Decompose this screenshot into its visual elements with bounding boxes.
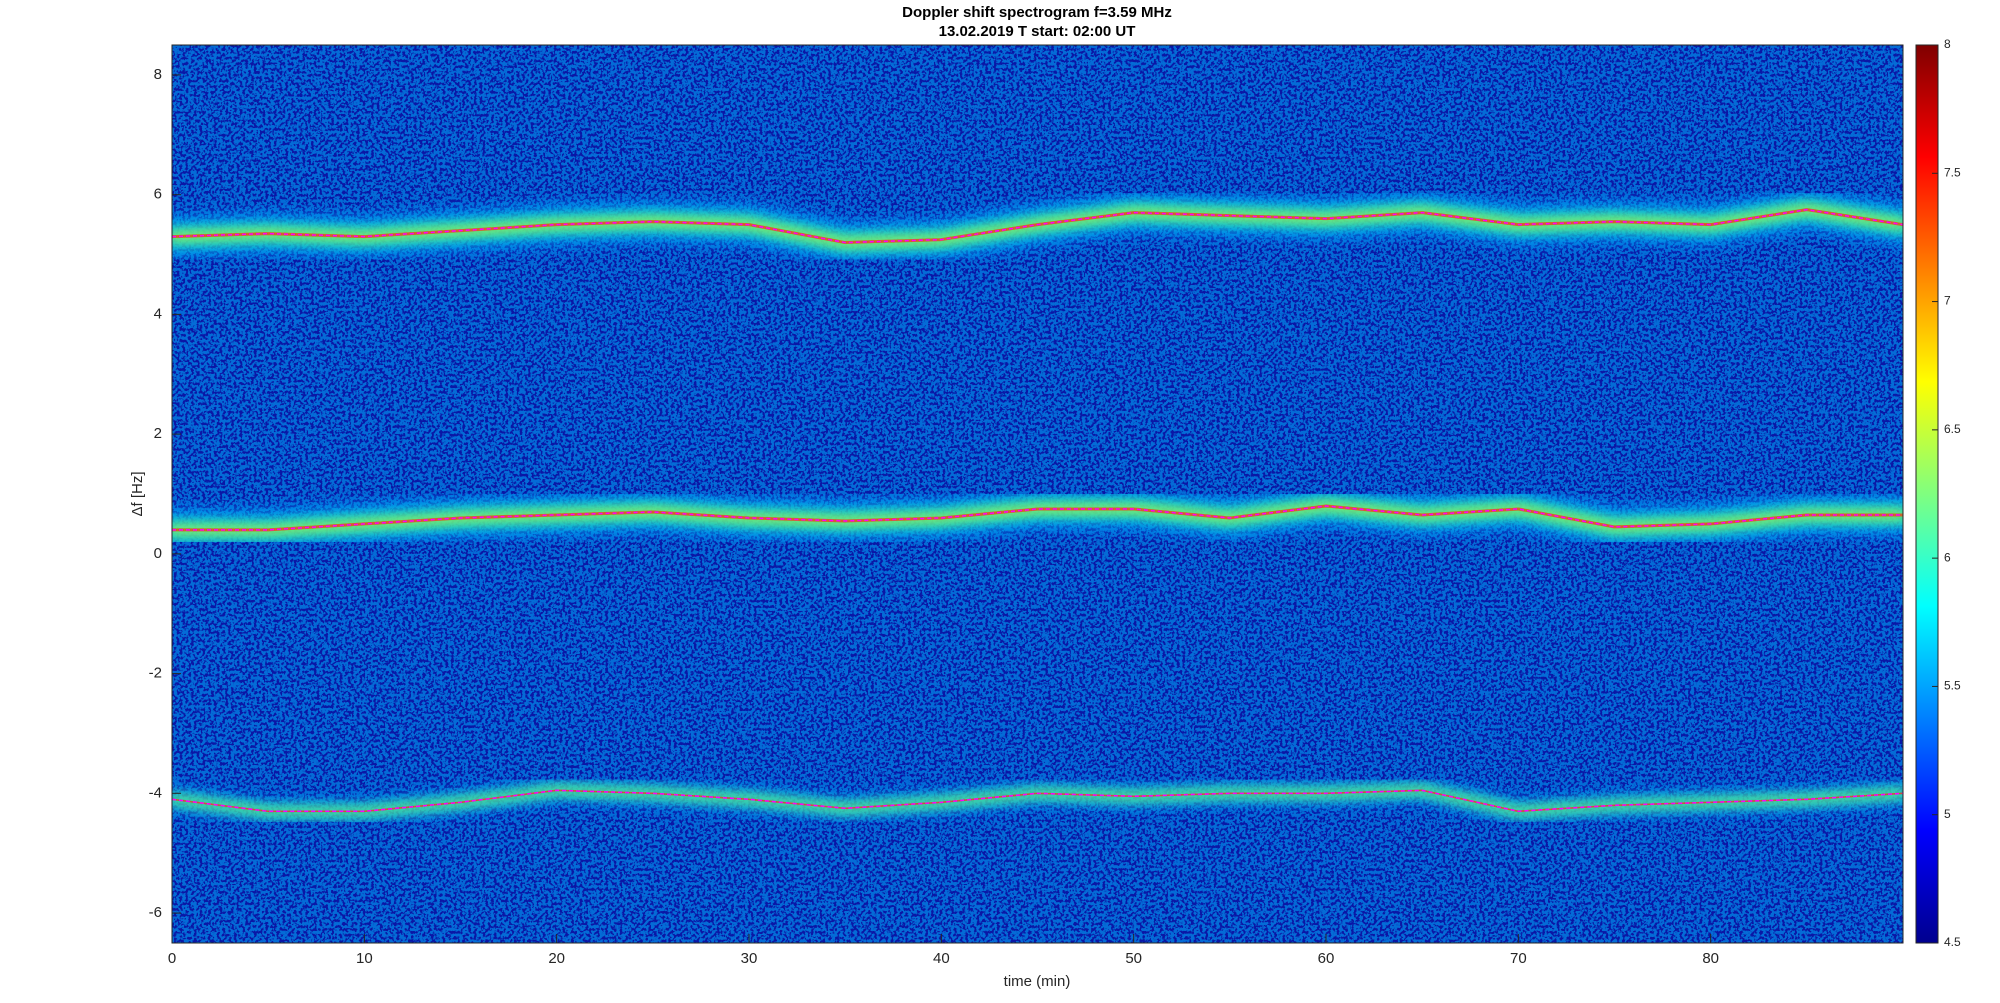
x-tick-label: 80 bbox=[1702, 950, 1719, 967]
colorbar-tick-label: 7 bbox=[1944, 294, 1951, 308]
x-tick-label: 60 bbox=[1318, 950, 1335, 967]
x-tick-label: 30 bbox=[741, 950, 758, 967]
y-tick-label: -6 bbox=[149, 904, 162, 921]
traces bbox=[172, 187, 1903, 824]
x-tick-label: 20 bbox=[548, 950, 565, 967]
x-tick-label: 10 bbox=[356, 950, 373, 967]
colorbar-tick-label: 6 bbox=[1944, 550, 1951, 564]
colorbar-tick-label: 4.5 bbox=[1944, 935, 1961, 949]
chart-title: Doppler shift spectrogram f=3.59 MHz bbox=[902, 4, 1172, 21]
colorbar-tick-label: 5 bbox=[1944, 807, 1951, 821]
y-tick-label: 8 bbox=[154, 66, 162, 83]
plot-frame bbox=[171, 44, 1904, 944]
colorbar-tick-label: 8 bbox=[1944, 37, 1951, 51]
x-tick-label: 40 bbox=[933, 950, 950, 967]
x-tick-label: 70 bbox=[1510, 950, 1527, 967]
colorbar bbox=[1915, 44, 1939, 944]
y-tick-label: 0 bbox=[154, 545, 162, 562]
y-tick-label: -2 bbox=[149, 665, 162, 682]
x-tick-label: 50 bbox=[1125, 950, 1142, 967]
y-tick-label: -4 bbox=[149, 784, 162, 801]
x-axis-label: time (min) bbox=[1004, 973, 1071, 990]
colorbar-tick-label: 7.5 bbox=[1944, 165, 1961, 179]
trace-line bbox=[172, 208, 1903, 244]
x-tick-label: 0 bbox=[168, 950, 176, 967]
chart-subtitle: 13.02.2019 T start: 02:00 UT bbox=[939, 23, 1136, 40]
y-axis-label: Δf [Hz] bbox=[129, 471, 146, 516]
y-tick-label: 6 bbox=[154, 186, 162, 203]
colorbar-tick-label: 6.5 bbox=[1944, 422, 1961, 436]
y-tick-label: 4 bbox=[154, 305, 162, 322]
trace-line bbox=[172, 505, 1903, 531]
trace-line bbox=[172, 789, 1903, 813]
y-tick-label: 2 bbox=[154, 425, 162, 442]
colorbar-tick-label: 5.5 bbox=[1944, 679, 1961, 693]
